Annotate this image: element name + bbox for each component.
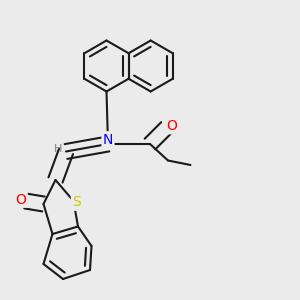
Text: S: S	[72, 196, 81, 209]
Text: N: N	[103, 133, 113, 146]
Text: O: O	[16, 193, 26, 206]
Text: H: H	[54, 143, 63, 154]
Text: O: O	[167, 119, 177, 133]
